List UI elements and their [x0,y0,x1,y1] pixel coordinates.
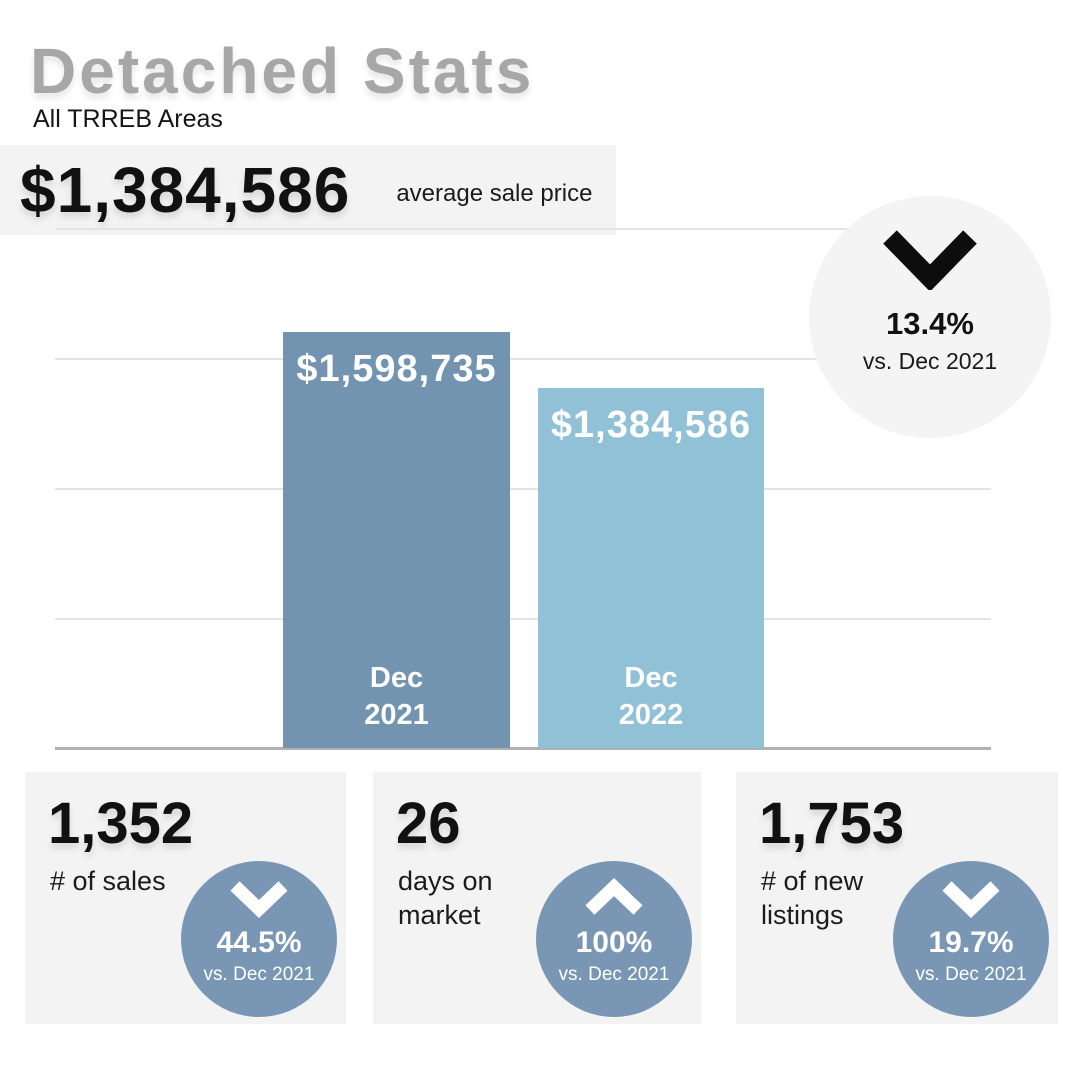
stat-change-comparison: vs. Dec 2021 [915,964,1027,985]
chevron-down-icon [883,230,977,290]
stat-change-value: 100% [575,926,653,959]
bar-category-label: Dec 2021 [364,662,429,731]
bar-category-label: Dec 2022 [618,662,684,731]
bar-value-label: $1,598,735 [296,348,497,390]
stat-change-comparison: vs. Dec 2021 [203,964,315,985]
chevron-up-icon [585,878,643,915]
stat-change-value: 19.7% [928,926,1014,959]
stat-value: 1,352 [48,791,194,856]
stat-value: 26 [396,791,461,856]
stat-change-value: 44.5% [216,926,302,959]
bar-dec-2022: $1,384,586 Dec 2022 [538,388,764,748]
yoy-change-badge: 13.4% vs. Dec 2021 [809,196,1051,438]
stat-label: # of new listings [761,866,864,930]
gridline [55,618,991,620]
yoy-change-value: 13.4% [886,306,974,341]
bar-value-label: $1,384,586 [550,404,752,446]
bar-dec-2021: $1,598,735 Dec 2021 [283,332,510,748]
chevron-down-icon [230,881,288,918]
stat-card-sales: 1,352 # of sales 44.5% vs. Dec 2021 [25,772,346,1024]
stat-change-badge: 100% vs. Dec 2021 [536,861,692,1017]
yoy-change-comparison: vs. Dec 2021 [862,348,998,374]
average-price-value: $1,384,586 [20,154,351,226]
stat-value: 1,753 [759,791,905,856]
average-price-panel: $1,384,586 average sale price [0,145,616,235]
stat-label: # of sales [50,866,166,896]
stat-change-comparison: vs. Dec 2021 [558,964,670,985]
x-axis-line [55,747,991,750]
average-price-label: average sale price [396,180,593,207]
page-title: Detached Stats [30,35,535,107]
gridline [55,358,991,360]
stat-card-new-listings: 1,753 # of new listings 19.7% vs. Dec 20… [736,772,1058,1024]
stat-change-badge: 19.7% vs. Dec 2021 [893,861,1049,1017]
page-subtitle: All TRREB Areas [33,105,223,133]
gridline [55,488,991,490]
chevron-down-icon [942,881,1000,918]
stat-label: days on market [398,866,493,930]
gridline [55,228,991,230]
stat-change-badge: 44.5% vs. Dec 2021 [181,861,337,1017]
stat-card-days-on-market: 26 days on market 100% vs. Dec 2021 [373,772,701,1024]
